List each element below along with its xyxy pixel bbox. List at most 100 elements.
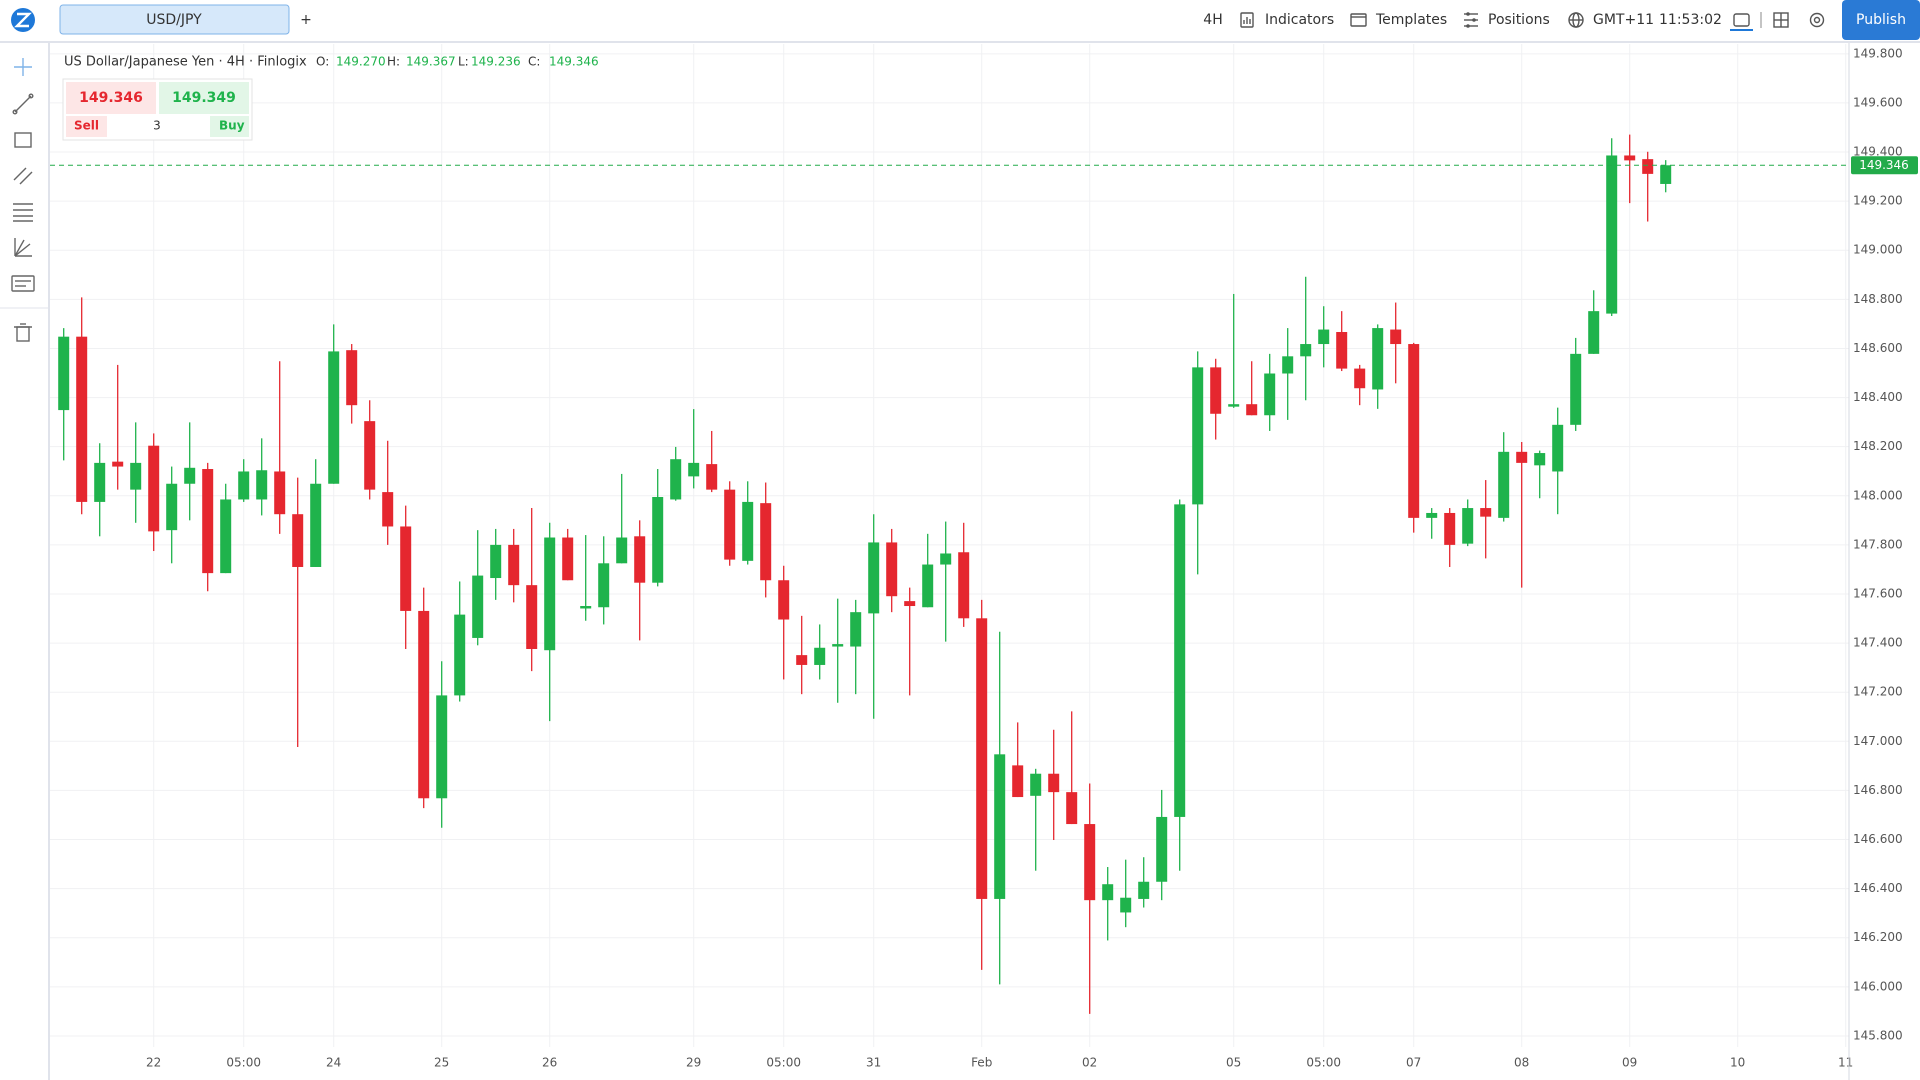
- candle-body: [580, 606, 592, 609]
- y-tick-label: 146.200: [1853, 930, 1903, 944]
- indicators-icon[interactable]: [1240, 12, 1254, 28]
- y-tick-label: 146.000: [1853, 979, 1903, 993]
- positions-button[interactable]: Positions: [1488, 12, 1550, 28]
- publish-button[interactable]: [1842, 0, 1920, 40]
- delete-tool[interactable]: [14, 323, 32, 342]
- candle-body: [418, 610, 430, 799]
- candle-body: [364, 421, 376, 490]
- candle-body: [1516, 451, 1528, 463]
- session-icon[interactable]: [1730, 13, 1753, 31]
- candle-body: [1228, 404, 1240, 407]
- candles: [58, 134, 1672, 1014]
- candle-body: [202, 469, 214, 574]
- candle-body: [1534, 453, 1546, 466]
- candle-body: [1048, 773, 1060, 793]
- crosshair-tool[interactable]: [14, 58, 32, 76]
- add-tab[interactable]: +: [300, 12, 312, 28]
- x-tick-label: 05: [1226, 1056, 1241, 1070]
- publish-label[interactable]: Publish: [1856, 12, 1906, 28]
- price-overlay: 149.346: [50, 156, 1918, 175]
- y-tick-label: 149.000: [1853, 243, 1903, 257]
- candle-body: [544, 537, 556, 651]
- sell-price[interactable]: 149.346: [79, 90, 143, 106]
- legend-label: L:: [458, 55, 469, 69]
- x-tick-label: 31: [866, 1056, 881, 1070]
- positions-icon[interactable]: [1464, 12, 1478, 28]
- candle-body: [472, 575, 484, 638]
- settings-icon[interactable]: [1809, 12, 1825, 28]
- candle-body: [184, 467, 196, 484]
- legend-value: 149.346: [549, 55, 599, 69]
- candle-body: [850, 612, 862, 647]
- x-tick-label: 09: [1622, 1056, 1637, 1070]
- fib-tool[interactable]: [13, 203, 33, 222]
- symbol-tab-label[interactable]: USD/JPY: [146, 12, 202, 28]
- templates-button[interactable]: Templates: [1375, 12, 1447, 28]
- candle-body: [1246, 404, 1258, 416]
- y-tick-label: 146.800: [1853, 783, 1903, 797]
- candle-body: [670, 459, 682, 500]
- y-tick-label: 147.800: [1853, 537, 1903, 551]
- candle-body: [58, 336, 70, 411]
- clock: 11:53:02: [1659, 12, 1722, 28]
- candle-body: [328, 351, 340, 484]
- grid: 145.800 146.000 146.200 146.400 146.600 146.8…: [50, 44, 1903, 1070]
- line-tool[interactable]: [12, 93, 34, 115]
- candle-body: [1066, 792, 1078, 825]
- candle-body: [562, 537, 574, 581]
- symbol-tab[interactable]: [59, 4, 290, 35]
- candle-body: [904, 601, 916, 607]
- candle-body: [796, 655, 808, 665]
- x-tick-label: 07: [1406, 1056, 1421, 1070]
- x-tick-label: 02: [1082, 1056, 1097, 1070]
- templates-icon[interactable]: [1350, 13, 1367, 27]
- price-tag: [1851, 156, 1918, 175]
- price-tag-label: 149.346: [1859, 158, 1909, 172]
- sell-price-box[interactable]: [66, 82, 156, 114]
- candle-body: [346, 350, 358, 406]
- y-tick-label: 149.600: [1853, 95, 1903, 109]
- y-tick-label: 149.800: [1853, 46, 1903, 60]
- interval[interactable]: 4H: [1203, 12, 1222, 28]
- candle-body: [634, 536, 646, 583]
- rectangle-tool[interactable]: [14, 132, 32, 148]
- globe-icon[interactable]: [1568, 12, 1584, 28]
- candle-body: [490, 544, 502, 579]
- channel-tool[interactable]: [13, 167, 33, 185]
- layout-icon[interactable]: [1773, 12, 1789, 28]
- candle-body: [454, 614, 466, 696]
- candle-body: [1318, 329, 1330, 345]
- logo[interactable]: [11, 8, 35, 32]
- buy-button[interactable]: [210, 116, 249, 137]
- candle-body: [1390, 329, 1402, 345]
- candle-body: [1426, 512, 1438, 518]
- buy-label[interactable]: Buy: [219, 119, 245, 133]
- candle-body: [742, 501, 754, 561]
- text-tool[interactable]: [11, 275, 35, 292]
- quantity[interactable]: 3: [153, 119, 161, 133]
- buy-price[interactable]: 149.349: [172, 90, 236, 106]
- sell-button[interactable]: [66, 116, 107, 137]
- candle-body: [832, 644, 844, 647]
- candle-body: [292, 514, 304, 567]
- candle-body: [1120, 897, 1132, 913]
- timezone[interactable]: GMT+11: [1593, 12, 1654, 28]
- gann-tool[interactable]: [14, 238, 32, 257]
- indicators-button[interactable]: Indicators: [1265, 12, 1334, 28]
- x-tick-label: Feb: [971, 1056, 992, 1070]
- y-tick-label: 146.600: [1853, 832, 1903, 846]
- top-bar: [0, 0, 1920, 42]
- candle-body: [1408, 344, 1420, 518]
- candle-body: [652, 497, 664, 583]
- y-tick-label: 147.200: [1853, 685, 1903, 699]
- y-tick-label: 147.600: [1853, 586, 1903, 600]
- sell-label[interactable]: Sell: [74, 119, 99, 133]
- candle-body: [868, 542, 880, 614]
- candle-body: [1030, 773, 1042, 796]
- buy-price-box[interactable]: [159, 82, 249, 114]
- candle-body: [814, 647, 826, 665]
- candle-body: [724, 489, 736, 560]
- candle-body: [1552, 424, 1564, 472]
- candle-body: [508, 544, 520, 586]
- candle-body: [1192, 367, 1204, 505]
